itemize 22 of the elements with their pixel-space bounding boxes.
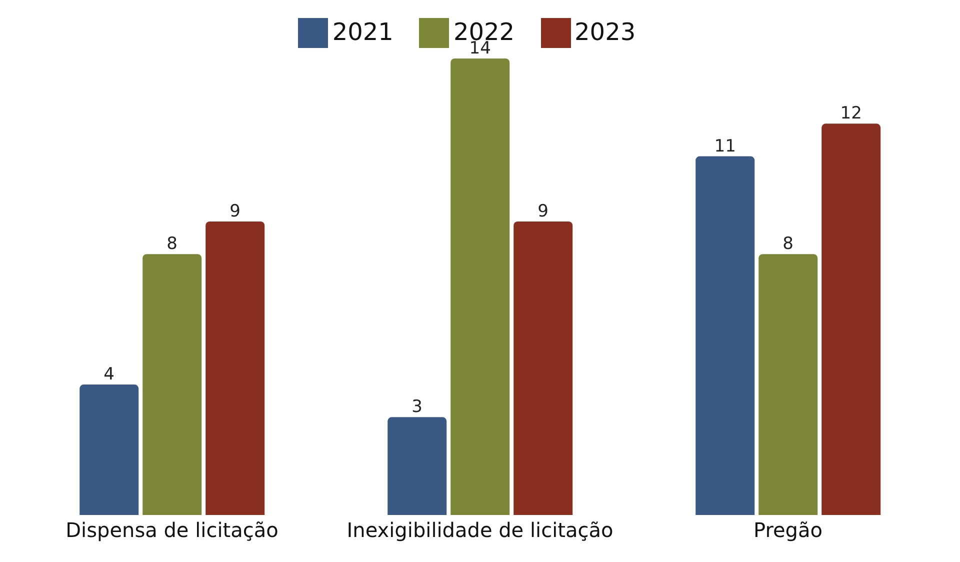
bar: [142, 254, 202, 515]
bar: [206, 221, 265, 515]
legend-label: 2021: [332, 18, 394, 46]
x-tick-label: Dispensa de licitação: [66, 518, 278, 542]
bar: [514, 221, 573, 515]
data-label: 11: [714, 136, 736, 156]
bar: [758, 254, 818, 515]
data-label: 12: [840, 104, 862, 124]
bar: [450, 58, 510, 515]
data-label: 9: [538, 201, 549, 222]
data-label: 9: [230, 201, 241, 222]
bar: [696, 156, 755, 515]
bar: [80, 384, 139, 515]
bar: [388, 417, 447, 515]
data-label: 4: [104, 364, 115, 385]
data-label: 3: [412, 397, 423, 418]
x-tick-label: Inexigibilidade de licitação: [346, 518, 614, 542]
data-label: 8: [782, 234, 794, 254]
bar: [822, 124, 881, 515]
data-label: 8: [166, 234, 178, 254]
x-tick-label: Pregão: [754, 518, 822, 542]
legend-label: 2023: [574, 18, 636, 46]
